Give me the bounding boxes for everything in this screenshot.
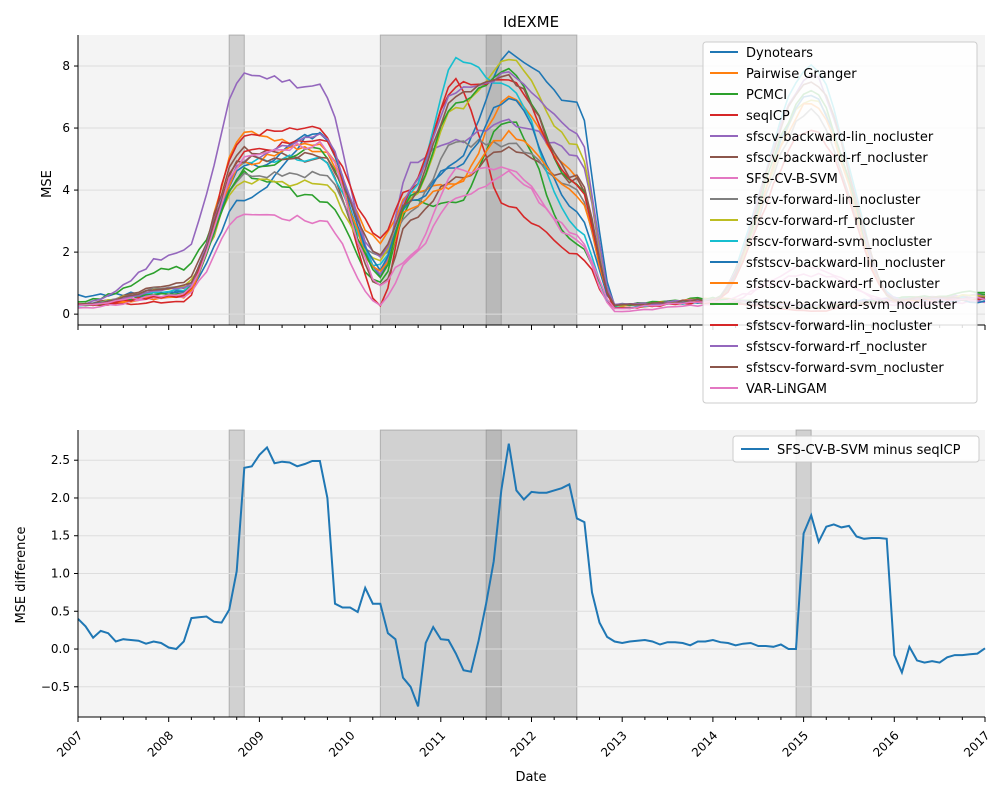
bottom-legend-label: SFS-CV-B-SVM minus seqICP — [777, 443, 961, 458]
bottom-axes: −0.5 0.0 0.5 1.0 1.5 2.0 2.5 — [41, 430, 986, 722]
bottom-legend-box — [732, 435, 980, 463]
top-legend-label: sfscv-forward-lin_nocluster — [746, 193, 921, 208]
top-shaded-periods — [228, 34, 578, 326]
top-ytick-label: 6 — [62, 121, 70, 135]
top-legend-label: sfscv-backward-rf_nocluster — [746, 151, 928, 166]
bottom-ytick-label: 1.0 — [51, 567, 70, 581]
top-panel: IdEXME MSE 0 2 4 6 8 Dynotears Pairwise Grang… — [40, 13, 986, 404]
top-ytick-label: 4 — [62, 183, 70, 197]
top-ytick-label: 0 — [62, 307, 70, 321]
top-chart-title: IdEXME — [503, 13, 559, 31]
bottom-ytick-label: 0.5 — [51, 604, 70, 618]
bottom-ytick-label: 2.0 — [51, 491, 70, 505]
bottom-series-line — [77, 443, 986, 707]
top-legend-label: sfstscv-forward-svm_nocluster — [746, 361, 944, 376]
bottom-ytick-label: 1.5 — [51, 529, 70, 543]
top-shaded-period — [379, 34, 578, 326]
top-legend-label: sfscv-forward-svm_nocluster — [746, 235, 933, 250]
bottom-ytick-label: 2.5 — [51, 453, 70, 467]
top-ylabel: MSE — [40, 170, 55, 198]
top-legend-label: VAR-LiNGAM — [746, 382, 827, 397]
top-ytick-label: 8 — [62, 59, 70, 73]
bottom-panel: MSE difference −0.5 0.0 0.5 1.0 1.5 2.0 2.5 SF… — [14, 429, 993, 785]
bottom-series-lines — [77, 443, 986, 707]
top-legend-label: seqICP — [746, 109, 790, 124]
top-legend-label: sfstscv-backward-svm_nocluster — [746, 298, 957, 313]
top-legend-label: sfstscv-forward-rf_nocluster — [746, 340, 927, 355]
top-legend-label: sfstscv-backward-lin_nocluster — [746, 256, 946, 271]
bottom-xlabel: Date — [515, 770, 546, 785]
top-legend-label: PCMCI — [746, 88, 787, 103]
bottom-legend: SFS-CV-B-SVM minus seqICP — [732, 435, 980, 463]
top-legend-box — [702, 41, 978, 404]
top-legend-label: Dynotears — [746, 46, 813, 61]
top-legend-label: sfstscv-backward-rf_nocluster — [746, 277, 940, 292]
bottom-ytick-label: 0.0 — [51, 642, 70, 656]
top-legend-label: Pairwise Granger — [746, 67, 857, 82]
top-legend-label: SFS-CV-B-SVM — [746, 172, 838, 187]
top-legend-label: sfstscv-forward-lin_nocluster — [746, 319, 933, 334]
top-legend-label: sfscv-forward-rf_nocluster — [746, 214, 915, 229]
bottom-ytick-label: −0.5 — [41, 680, 70, 694]
top-legend-items: Dynotears Pairwise Granger PCMCI seqICP sfsc… — [710, 46, 957, 397]
top-legend-label: sfscv-backward-lin_nocluster — [746, 130, 934, 145]
top-ytick-label: 2 — [62, 245, 70, 259]
top-legend: Dynotears Pairwise Granger PCMCI seqICP sfsc… — [702, 41, 978, 404]
bottom-ylabel: MSE difference — [14, 526, 29, 623]
